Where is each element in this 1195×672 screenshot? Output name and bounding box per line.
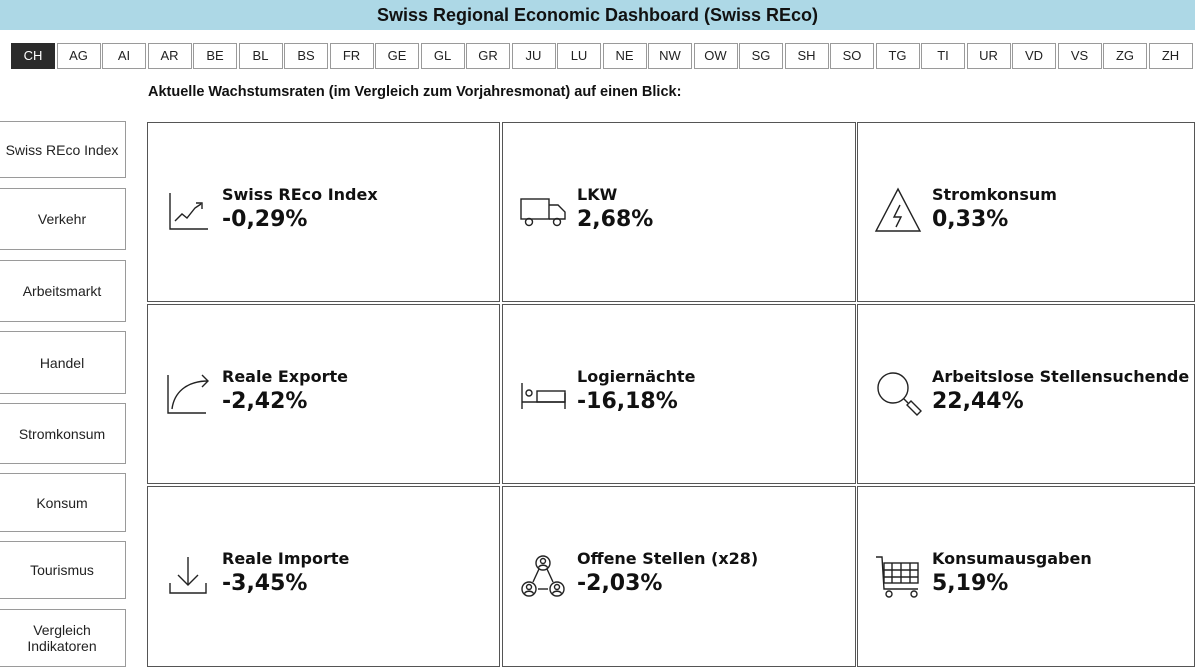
tab-vd[interactable]: VD bbox=[1012, 43, 1056, 69]
kpi-value: -2,03% bbox=[577, 571, 663, 596]
tab-be[interactable]: BE bbox=[193, 43, 237, 69]
sidebar-item-label: Verkehr bbox=[37, 211, 87, 227]
kpi-value: -3,45% bbox=[222, 571, 308, 596]
kpi-tile-stromkonsum[interactable]: Stromkonsum 0,33% bbox=[857, 122, 1195, 302]
kpi-tile-offene-stellen[interactable]: Offene Stellen (x28) -2,03% bbox=[502, 486, 856, 667]
kpi-value: -2,42% bbox=[222, 389, 308, 414]
tab-nw[interactable]: NW bbox=[648, 43, 692, 69]
sidebar-item-verkehr[interactable]: Verkehr bbox=[0, 188, 126, 250]
tab-bs[interactable]: BS bbox=[284, 43, 328, 69]
trend-chart-icon bbox=[164, 187, 212, 235]
kpi-value: 5,19% bbox=[932, 571, 1009, 596]
tab-ne[interactable]: NE bbox=[602, 43, 647, 69]
kpi-value: 0,33% bbox=[932, 207, 1009, 232]
tab-ag[interactable]: AG bbox=[56, 43, 101, 69]
sidebar-item-swiss-reco-index[interactable]: Swiss REco Index bbox=[0, 121, 126, 178]
tab-ar[interactable]: AR bbox=[147, 43, 192, 69]
sidebar-item-label: Stromkonsum bbox=[18, 425, 106, 442]
kpi-label: Reale Importe bbox=[222, 549, 350, 568]
kpi-tile-arbeitslose-stellensuchende[interactable]: Arbeitslose Stellensuchende 22,44% bbox=[857, 304, 1195, 484]
tab-ow[interactable]: OW bbox=[693, 43, 738, 69]
truck-icon bbox=[519, 187, 567, 235]
kpi-label: LKW bbox=[577, 185, 618, 204]
kpi-value: 2,68% bbox=[577, 207, 654, 232]
kpi-label: Offene Stellen (x28) bbox=[577, 549, 759, 568]
kpi-label: Reale Exporte bbox=[222, 367, 348, 386]
tab-bl[interactable]: BL bbox=[238, 43, 283, 69]
kpi-value: -0,29% bbox=[222, 207, 308, 232]
high-voltage-icon bbox=[874, 187, 922, 235]
sidebar-item-label: Konsum bbox=[36, 494, 88, 511]
download-icon bbox=[164, 551, 212, 599]
people-network-icon bbox=[519, 551, 567, 599]
kpi-tile-reale-importe[interactable]: Reale Importe -3,45% bbox=[147, 486, 500, 667]
tab-zg[interactable]: ZG bbox=[1103, 43, 1147, 69]
kpi-value: 22,44% bbox=[932, 389, 1024, 414]
kpi-label: Logiernächte bbox=[577, 367, 696, 386]
tab-sg[interactable]: SG bbox=[739, 43, 783, 69]
kpi-label: Swiss REco Index bbox=[222, 185, 378, 204]
tab-ti[interactable]: TI bbox=[921, 43, 965, 69]
tab-sh[interactable]: SH bbox=[784, 43, 829, 69]
kpi-tile-lkw[interactable]: LKW 2,68% bbox=[502, 122, 856, 302]
sidebar-item-label: Tourismus bbox=[30, 562, 94, 578]
tab-tg[interactable]: TG bbox=[875, 43, 920, 69]
tab-ai[interactable]: AI bbox=[102, 43, 146, 69]
tab-ju[interactable]: JU bbox=[511, 43, 556, 69]
tab-ge[interactable]: GE bbox=[375, 43, 419, 69]
kpi-value: -16,18% bbox=[577, 389, 678, 414]
tab-fr[interactable]: FR bbox=[329, 43, 374, 69]
export-arrow-icon bbox=[164, 369, 212, 417]
tab-ch[interactable]: CH bbox=[11, 43, 55, 69]
tab-gr[interactable]: GR bbox=[466, 43, 510, 69]
dashboard-title: Swiss Regional Economic Dashboard (Swiss… bbox=[0, 0, 1195, 30]
kpi-tile-reale-exporte[interactable]: Reale Exporte -2,42% bbox=[147, 304, 500, 484]
kpi-tile-swiss-reco-index[interactable]: Swiss REco Index -0,29% bbox=[147, 122, 500, 302]
sidebar-item-vergleich-indikatoren[interactable]: Vergleich Indikatoren bbox=[0, 609, 126, 667]
sidebar-item-konsum[interactable]: Konsum bbox=[0, 473, 126, 532]
sidebar-item-label: Handel bbox=[39, 354, 85, 371]
kpi-label: Stromkonsum bbox=[932, 185, 1057, 204]
tab-gl[interactable]: GL bbox=[420, 43, 465, 69]
magnifier-icon bbox=[874, 369, 922, 417]
shopping-cart-icon bbox=[874, 551, 922, 599]
bed-icon bbox=[519, 369, 567, 417]
sidebar-item-label: Vergleich Indikatoren bbox=[27, 622, 97, 654]
tab-lu[interactable]: LU bbox=[557, 43, 601, 69]
tab-ur[interactable]: UR bbox=[966, 43, 1011, 69]
kpi-label: Konsumausgaben bbox=[932, 549, 1092, 568]
sidebar-item-arbeitsmarkt[interactable]: Arbeitsmarkt bbox=[0, 260, 126, 322]
sidebar-item-tourismus[interactable]: Tourismus bbox=[0, 541, 126, 599]
kpi-tile-logiernaechte[interactable]: Logiernächte -16,18% bbox=[502, 304, 856, 484]
kpi-label: Arbeitslose Stellensuchende bbox=[932, 367, 1190, 386]
kpi-tile-konsumausgaben[interactable]: Konsumausgaben 5,19% bbox=[857, 486, 1195, 667]
overview-subtitle: Aktuelle Wachstumsraten (im Vergleich zu… bbox=[148, 84, 682, 100]
tab-so[interactable]: SO bbox=[830, 43, 874, 69]
sidebar-item-stromkonsum[interactable]: Stromkonsum bbox=[0, 403, 126, 464]
sidebar-item-label: Swiss REco Index bbox=[5, 141, 119, 158]
sidebar-item-handel[interactable]: Handel bbox=[0, 331, 126, 394]
tab-zh[interactable]: ZH bbox=[1148, 43, 1193, 69]
sidebar-item-label: Arbeitsmarkt bbox=[22, 283, 102, 299]
tab-vs[interactable]: VS bbox=[1057, 43, 1102, 69]
